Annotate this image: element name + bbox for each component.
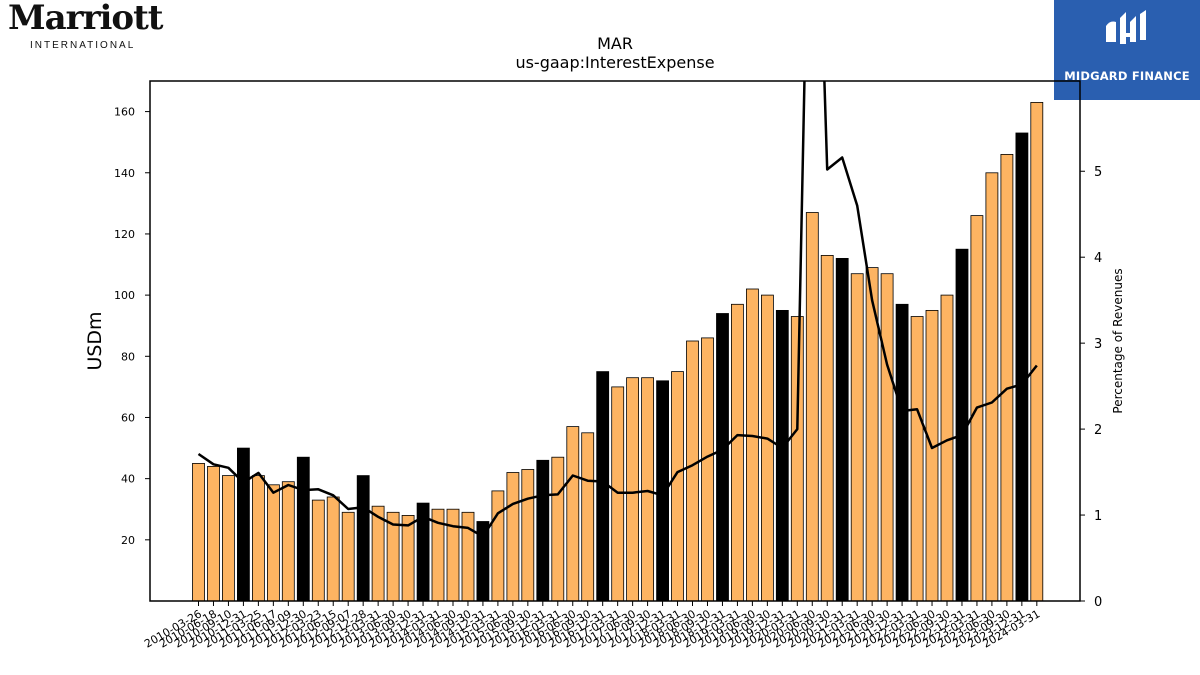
annual-bar [296,456,310,602]
midgard-mark-icon [1106,10,1146,44]
quarter-bar [910,316,924,602]
quarter-bar [311,499,325,602]
y2-tick-label: 4 [1094,251,1102,266]
quarter-bar [805,212,819,602]
y-tick-label: 20 [121,534,135,547]
quarter-bar [506,472,520,602]
annual-bar [895,303,909,602]
quarter-bar [491,490,505,602]
quarter-bar [461,511,475,602]
annual-bar [236,447,250,602]
annual-bar [356,475,370,602]
y2-axis-ticks: 0 1 2 3 4 5 [1080,165,1102,610]
quarter-bar [701,337,714,602]
quarter-bar [1000,153,1014,602]
y-tick-label: 80 [121,350,135,363]
x-axis-ticks: 2010-03-262010-06-182010-09-102010-12-31… [142,601,1042,651]
chart-subtitle: us-gaap:InterestExpense [515,53,714,72]
quarter-bar [326,496,340,602]
y-tick-label: 140 [114,167,135,180]
quarter-bar [985,172,999,602]
quarter-bar [221,475,235,602]
bars-group [192,102,1044,602]
y-tick-label: 160 [114,106,135,119]
quarter-bar [880,273,894,602]
plot-frame [149,80,1081,602]
quarter-bar [251,475,265,602]
quarter-bar [820,254,834,602]
quarter-bar [401,515,415,602]
quarter-bar [850,273,864,602]
y-tick-label: 100 [114,289,135,302]
marriott-wordmark: Marriott [8,0,163,38]
quarter-bar [281,481,295,602]
quarter-bar [761,294,774,602]
marriott-subtitle: INTERNATIONAL [30,40,136,51]
quarter-bar [521,469,535,602]
y-axis-ticks: 20 40 60 80 100 120 140 160 [114,106,150,547]
quarter-bar [341,511,355,602]
quarter-bar [371,505,385,602]
marriott-logo: Marriott INTERNATIONAL [4,0,163,54]
y-tick-label: 60 [121,411,135,424]
y-tick-label: 40 [121,473,135,486]
annual-bar [1015,132,1029,602]
y-tick-label: 120 [114,228,135,241]
quarter-bar [551,456,565,602]
quarter-bar [581,432,595,602]
midgard-name: MIDGARD FINANCE [1064,69,1190,83]
y2-axis-label: Percentage of Revenues [1111,268,1125,413]
annual-bar [536,459,550,602]
quarter-bar [686,340,699,602]
y2-tick-label: 1 [1094,509,1102,524]
y-axis-label: USDm [84,311,106,370]
midgard-finance-logo: MIDGARD FINANCE [1054,0,1200,100]
quarter-bar [671,371,684,602]
chart-title: MAR [597,34,633,53]
annual-bar [596,371,610,602]
y2-tick-label: 2 [1094,423,1102,438]
quarter-bar [746,288,759,602]
quarter-bar [566,426,580,602]
annual-bar [716,313,729,602]
annual-bar [835,257,849,602]
annual-bar [775,309,789,602]
y2-tick-label: 0 [1094,595,1102,610]
quarter-bar [266,484,280,602]
quarter-bar [626,377,639,602]
y2-tick-label: 3 [1094,337,1102,352]
quarter-bar [207,465,220,602]
percentage-line [197,81,1038,538]
quarter-bar [641,377,654,602]
y2-tick-label: 5 [1094,165,1102,180]
quarter-bar [192,462,205,602]
quarter-bar [940,294,954,602]
quarter-bar [1030,102,1044,602]
quarter-bar [446,508,460,602]
quarter-bar [790,316,804,602]
quarter-bar [731,303,744,602]
quarter-bar [925,309,939,602]
